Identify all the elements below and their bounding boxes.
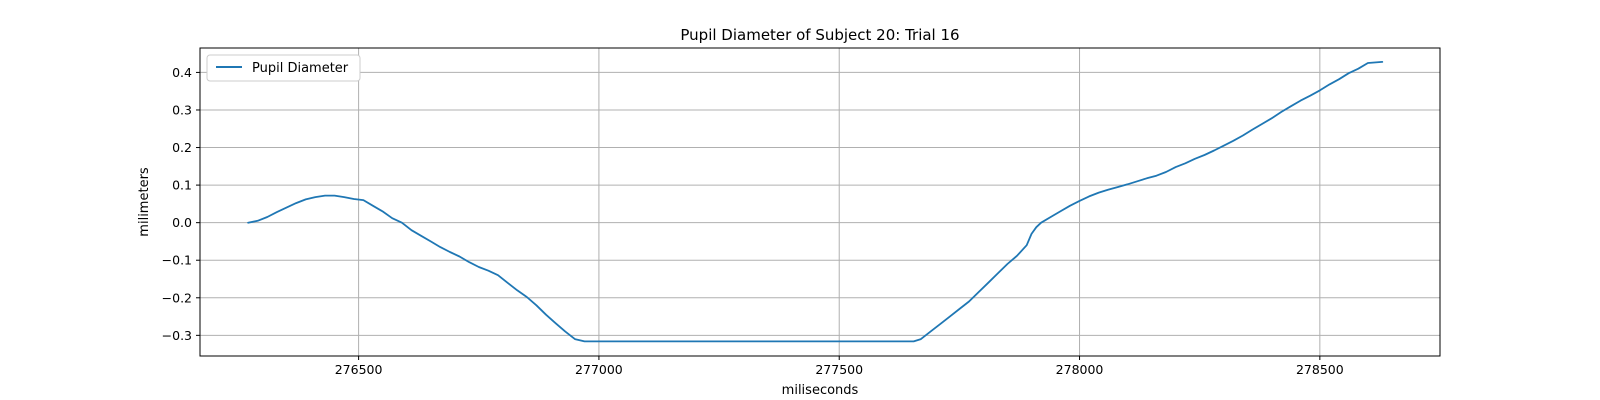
y-tick-label: 0.4 <box>172 65 192 80</box>
axes-frame <box>199 47 1441 357</box>
plot-area: 276500 277000 277500 278000 278500 −0.3−0.2−… <box>162 47 1441 377</box>
y-ticks: −0.3 −0.2 −0.1 0.0 0.1 0.2 0.3 0.4 <box>162 65 200 343</box>
series-line-pupil-diameter <box>247 61 1384 343</box>
legend-box <box>206 54 361 82</box>
y-tick-label: 0.2 <box>172 140 192 155</box>
axes-background <box>200 48 1440 356</box>
x-tick-label: 277000 <box>575 362 623 377</box>
x-tick-label: 277500 <box>815 362 863 377</box>
grid-lines <box>200 48 1440 356</box>
y-tick-label: −0.2 <box>162 290 192 305</box>
y-tick-label: −0.3 <box>162 328 192 343</box>
y-tick-label: 0.0 <box>172 215 192 230</box>
x-ticks: 276500 277000 277500 278000 278500 <box>335 356 1344 377</box>
y-tick-label: 0.3 <box>172 102 192 117</box>
legend: Pupil Diameter <box>206 54 361 82</box>
series-layer <box>247 61 1384 343</box>
x-axis-label: miliseconds <box>782 383 859 398</box>
legend-label: Pupil Diameter <box>252 61 349 76</box>
y-tick-label: −0.1 <box>162 253 192 268</box>
x-tick-label: 278000 <box>1056 362 1104 377</box>
y-axis-label: milimeters <box>137 167 152 237</box>
x-tick-label: 278500 <box>1296 362 1344 377</box>
x-tick-label: 276500 <box>335 362 383 377</box>
chart-title: Pupil Diameter of Subject 20: Trial 16 <box>680 26 959 44</box>
y-tick-label: 0.1 <box>172 178 192 193</box>
